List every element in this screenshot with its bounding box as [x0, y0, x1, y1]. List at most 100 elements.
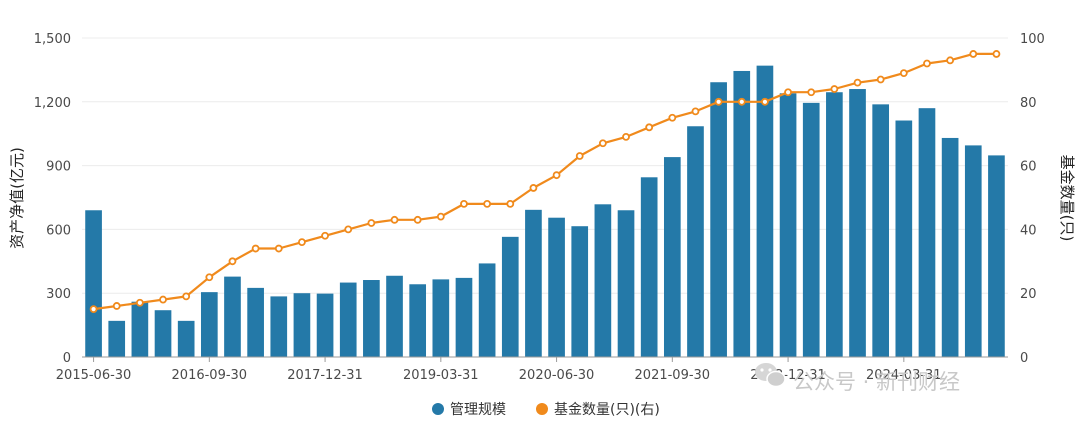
bar[interactable] — [548, 217, 565, 357]
line-point[interactable] — [899, 69, 908, 77]
line-point[interactable] — [483, 199, 492, 208]
bar[interactable] — [617, 210, 635, 357]
bar[interactable] — [872, 104, 890, 358]
line-point[interactable] — [436, 212, 445, 221]
bar[interactable] — [200, 292, 218, 357]
bar[interactable] — [802, 102, 820, 357]
line-point[interactable] — [737, 97, 746, 106]
bar[interactable] — [687, 126, 704, 357]
series-line — [93, 52, 997, 311]
line-point[interactable] — [876, 75, 885, 84]
line-point[interactable] — [506, 199, 515, 208]
line-point[interactable] — [575, 152, 584, 160]
bar[interactable] — [501, 236, 519, 357]
line-point[interactable] — [460, 199, 468, 208]
bar[interactable] — [478, 263, 496, 357]
line-point[interactable] — [598, 139, 607, 148]
bar[interactable] — [455, 277, 473, 357]
line-point[interactable] — [413, 215, 422, 224]
y2-tick-label: 100 — [1020, 32, 1045, 47]
line-point[interactable] — [714, 97, 723, 106]
bar[interactable] — [663, 157, 681, 357]
x-tick-label: 2015-06-30 — [56, 368, 132, 383]
line-point[interactable] — [344, 225, 353, 234]
line-point[interactable] — [89, 305, 98, 314]
x-tick-label: 2019-03-31 — [403, 368, 479, 383]
bar[interactable] — [270, 296, 288, 357]
bar[interactable] — [594, 204, 612, 357]
bar[interactable] — [224, 276, 241, 357]
x-tick-label: 2021-09-30 — [635, 368, 711, 383]
bar[interactable] — [941, 137, 959, 357]
bar[interactable] — [964, 145, 982, 357]
line-point[interactable] — [992, 50, 1001, 58]
legend-item-bar[interactable]: 管理规模 — [432, 402, 506, 418]
line-point[interactable] — [830, 85, 839, 93]
line-point[interactable] — [761, 97, 769, 106]
watermark-text: 公众号 · 新刊财经 — [793, 370, 960, 394]
line-point[interactable] — [691, 107, 700, 116]
line-point[interactable] — [228, 257, 237, 266]
y-tick-label: 300 — [46, 287, 71, 302]
grid-lines — [82, 37, 1008, 294]
y-tick-label: 1,500 — [34, 32, 71, 47]
bar[interactable] — [339, 282, 357, 357]
line-point[interactable] — [321, 231, 329, 240]
line-point[interactable] — [923, 59, 931, 68]
x-tick-label: 2020-06-30 — [519, 368, 595, 383]
y-tick-label: 600 — [46, 223, 71, 238]
line-point[interactable] — [645, 123, 654, 132]
bar[interactable] — [525, 209, 542, 357]
line-point[interactable] — [807, 88, 816, 97]
bar[interactable] — [756, 65, 774, 357]
bar[interactable] — [432, 279, 450, 357]
bar[interactable] — [293, 293, 311, 357]
bar[interactable] — [710, 82, 727, 357]
line-point[interactable] — [251, 244, 260, 253]
bar[interactable] — [363, 280, 380, 357]
bar[interactable] — [131, 301, 149, 357]
bar[interactable] — [895, 120, 913, 357]
line-point[interactable] — [112, 302, 121, 310]
bar[interactable] — [826, 92, 843, 357]
y2-axis-title: 基金数量(只) — [1058, 155, 1076, 242]
line-point[interactable] — [622, 132, 630, 141]
bar[interactable] — [247, 287, 264, 357]
line-point[interactable] — [135, 298, 144, 307]
x-tick-label: 2016-09-30 — [172, 368, 248, 383]
legend-item-line[interactable]: 基金数量(只)(右) — [536, 401, 660, 418]
line-point[interactable] — [969, 50, 978, 58]
line-point[interactable] — [182, 292, 191, 301]
bar[interactable] — [177, 320, 195, 357]
line-point[interactable] — [298, 238, 306, 247]
line-point[interactable] — [668, 113, 677, 122]
line-point[interactable] — [946, 56, 955, 65]
line-point[interactable] — [552, 171, 561, 180]
line-point[interactable] — [159, 295, 167, 304]
bar[interactable] — [85, 210, 102, 357]
line-point[interactable] — [274, 244, 283, 253]
line-point[interactable] — [390, 215, 399, 224]
bar[interactable] — [108, 320, 126, 357]
line-point[interactable] — [529, 184, 538, 192]
bar[interactable] — [849, 89, 866, 357]
bar[interactable] — [779, 93, 797, 357]
bar[interactable] — [316, 293, 334, 357]
y-tick-label: 900 — [46, 160, 71, 175]
legend-marker-bar — [432, 403, 444, 415]
watermark: 公众号 · 新刊财经 — [755, 363, 960, 394]
bar[interactable] — [386, 275, 403, 357]
y-tick-label: 1,200 — [34, 96, 71, 111]
bar[interactable] — [409, 284, 427, 357]
bar[interactable] — [988, 155, 1005, 357]
bar[interactable] — [571, 226, 589, 357]
y-axis-title: 资产净值(亿元) — [8, 147, 26, 249]
line-point[interactable] — [853, 78, 862, 87]
bar[interactable] — [733, 70, 751, 358]
line-point[interactable] — [205, 273, 214, 282]
line-point[interactable] — [367, 219, 376, 227]
bar[interactable] — [640, 177, 658, 357]
bar[interactable] — [154, 310, 172, 357]
line-point[interactable] — [784, 88, 792, 97]
bar[interactable] — [918, 108, 936, 358]
